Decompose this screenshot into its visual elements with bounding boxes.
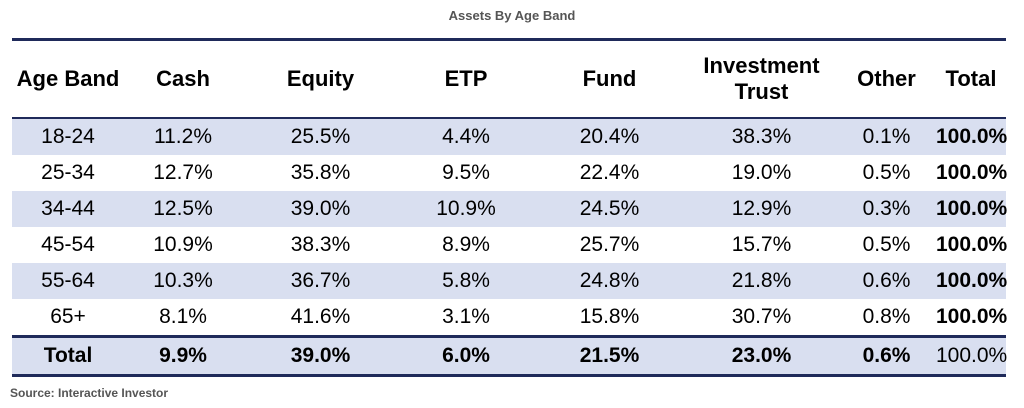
total-row-cell-grand-total: 100.0% — [936, 335, 1007, 376]
table-cell: 12.9% — [686, 191, 837, 227]
table-cell-total: 100.0% — [936, 191, 1007, 227]
table-cell: 34-44 — [12, 191, 124, 227]
table-cell: 39.0% — [242, 191, 399, 227]
table-row: 18-24 11.2% 25.5% 4.4% 20.4% 38.3% 0.1% … — [12, 118, 1007, 155]
table-cell: 25-34 — [41, 161, 95, 184]
table-cell: 5.8% — [399, 263, 533, 299]
table-title: Assets By Age Band — [448, 8, 576, 23]
column-header: Equity — [242, 39, 399, 119]
table-cell: 8.1% — [159, 305, 207, 328]
table-cell: 9.5% — [442, 161, 490, 184]
total-row: Total 9.9% 39.0% 6.0% 21.5% 23.0% 0.6% 1… — [12, 335, 1007, 376]
column-header: Other — [837, 39, 936, 119]
total-row-cell: 23.0% — [686, 335, 837, 376]
table-cell: 8.9% — [442, 233, 490, 256]
table-cell-total: 100.0% — [936, 118, 1007, 155]
table-cell: 15.8% — [579, 305, 640, 328]
table-cell: 0.5% — [862, 161, 911, 184]
table-cell: 12.5% — [124, 191, 242, 227]
column-header: Fund — [533, 39, 686, 119]
table-cell: 24.8% — [533, 263, 686, 299]
table-cell: 38.3% — [686, 118, 837, 155]
table-cell: 38.3% — [290, 233, 351, 256]
table-row: 34-44 12.5% 39.0% 10.9% 24.5% 12.9% 0.3%… — [12, 191, 1007, 227]
table-row: 55-64 10.3% 36.7% 5.8% 24.8% 21.8% 0.6% … — [12, 263, 1007, 299]
table-cell: 12.7% — [153, 161, 213, 184]
table-cell: 10.3% — [124, 263, 242, 299]
table-cell: 3.1% — [442, 305, 490, 328]
table-row: 45-54 10.9% 38.3% 8.9% 25.7% 15.7% 0.5% … — [12, 227, 1008, 263]
table-cell-total: 100.0% — [936, 233, 1008, 256]
table-cell: 25.5% — [242, 118, 399, 155]
table-cell: 10.9% — [153, 233, 213, 256]
column-header: Total — [936, 39, 1006, 119]
total-row-cell: 0.6% — [837, 335, 936, 376]
total-row-cell: 39.0% — [242, 335, 399, 376]
table-cell: 15.7% — [731, 233, 792, 256]
column-header: Cash — [124, 39, 242, 119]
table-cell: 0.8% — [862, 305, 911, 328]
table-cell: 19.0% — [731, 161, 792, 184]
header-row: Age Band Cash Equity ETP Fund Investment… — [12, 39, 1006, 119]
total-row-cell: 21.5% — [533, 335, 686, 376]
table-cell: 11.2% — [124, 118, 242, 155]
table-row: 25-34 12.7% 35.8% 9.5% 22.4% 19.0% 0.5% … — [12, 155, 1008, 191]
table-cell: 21.8% — [686, 263, 837, 299]
total-row-label: Total — [12, 335, 124, 376]
table-row: 65+ 8.1% 41.6% 3.1% 15.8% 30.7% 0.8% 100… — [12, 299, 1008, 337]
table-cell: 4.4% — [399, 118, 533, 155]
assets-table: Age Band Cash Equity ETP Fund Investment… — [12, 38, 1008, 377]
source-note: Source: Interactive Investor — [10, 386, 169, 400]
table-cell: 30.7% — [731, 305, 792, 328]
table-cell: 18-24 — [12, 118, 124, 155]
table-cell: 65+ — [50, 305, 86, 328]
table-cell: 0.6% — [837, 263, 936, 299]
column-header: Investment Trust — [686, 39, 837, 119]
table-cell: 24.5% — [533, 191, 686, 227]
table-cell: 41.6% — [290, 305, 351, 328]
table-cell: 55-64 — [12, 263, 124, 299]
total-row-cell: 6.0% — [399, 335, 533, 376]
total-row-cell: 9.9% — [124, 335, 242, 376]
table-cell: 36.7% — [242, 263, 399, 299]
table-cell-total: 100.0% — [936, 263, 1007, 299]
table-cell: 0.3% — [837, 191, 936, 227]
column-header: Age Band — [12, 39, 124, 119]
table-cell: 25.7% — [579, 233, 640, 256]
table-cell-total: 100.0% — [936, 305, 1008, 328]
column-header: ETP — [399, 39, 533, 119]
table-cell: 10.9% — [399, 191, 533, 227]
table-cell: 45-54 — [41, 233, 95, 256]
table-cell: 35.8% — [290, 161, 351, 184]
table-cell: 20.4% — [533, 118, 686, 155]
table-cell: 0.5% — [862, 233, 911, 256]
table-cell: 22.4% — [579, 161, 640, 184]
table-cell-total: 100.0% — [936, 161, 1008, 184]
table-cell: 0.1% — [837, 118, 936, 155]
